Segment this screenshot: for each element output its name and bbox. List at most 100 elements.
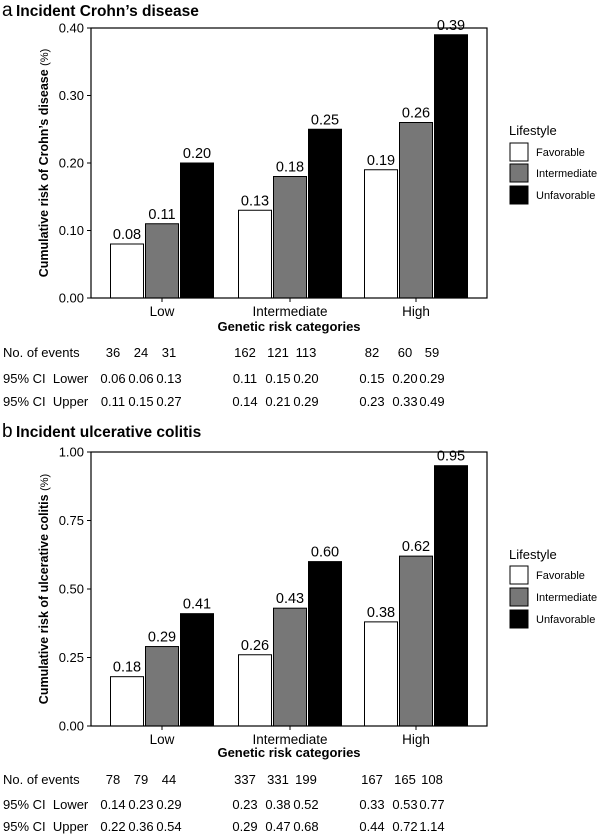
- panel-b-table-cell: 0.22: [100, 819, 125, 834]
- panel-b-bar: [364, 621, 398, 727]
- panel-b-table-cell: 79: [134, 772, 148, 787]
- panel-b-table-cell: 0.23: [128, 797, 153, 812]
- panel-a-data-label: 0.08: [113, 227, 141, 243]
- panel-b-table-cell: 0.44: [359, 819, 384, 834]
- panel-b-table-cell: 0.14: [100, 797, 125, 812]
- panel-a-x-tick-label: Low: [150, 304, 175, 319]
- panel-a-table-cell: 113: [296, 345, 317, 360]
- panel-a-table-cell: 0.20: [293, 371, 318, 386]
- panel-b-title: Incident ulcerative colitis: [16, 424, 201, 441]
- panel-a-x-tick-label: Intermediate: [252, 304, 327, 319]
- panel-a-table-cell: 0.33: [392, 394, 417, 409]
- panel-b-legend-swatch: [509, 609, 529, 629]
- panel-a-bar: [110, 243, 144, 299]
- panel-b-data-label: 0.41: [183, 597, 211, 613]
- panel-a-table-cell: 0.11: [233, 371, 257, 386]
- panel-a-table-cell: 0.23: [359, 394, 384, 409]
- panel-a-legend-swatch: [509, 142, 529, 162]
- panel-a-legend-label: Intermediate: [536, 168, 597, 180]
- panel-a-table-cell: 0.15: [265, 371, 290, 386]
- panel-a-y-tick-label: 0.00: [59, 291, 84, 306]
- panel-a-data-label: 0.20: [183, 146, 211, 162]
- panel-b-data-label: 0.18: [113, 660, 141, 676]
- panel-b-data-label: 0.38: [367, 605, 395, 621]
- panel-a-y-tick-label: 0.30: [59, 88, 84, 103]
- panel-b-data-label: 0.62: [402, 539, 430, 555]
- panel-b-bar: [399, 555, 433, 727]
- panel-a-bar: [434, 34, 468, 299]
- panel-a-y-tick-label: 0.10: [59, 223, 84, 238]
- panel-b-table-cell: 0.72: [392, 819, 417, 834]
- panel-b-bar: [434, 465, 468, 727]
- panel-b-bar: [238, 654, 272, 727]
- panel-a-table-cell: 162: [234, 345, 256, 360]
- panel-a-bar: [145, 223, 179, 299]
- panel-b-table-cell: 0.23: [232, 797, 257, 812]
- panel-b-table-cell: 331: [267, 772, 289, 787]
- panel-b-table-cell: 44: [162, 772, 176, 787]
- panel-b-table-cell: 0.33: [359, 797, 384, 812]
- panel-b-table-cell: 0.47: [265, 819, 290, 834]
- panel-b-legend-swatch: [509, 587, 529, 607]
- panel-a-table-cell: 0.29: [293, 394, 318, 409]
- panel-a-legend-label: Favorable: [536, 147, 585, 159]
- panel-a-table-cell: 0.14: [232, 394, 257, 409]
- panel-b-y-axis-label-text: Cumulative risk of ulcerative colitis: [37, 491, 51, 704]
- panel-b-table-cell: 167: [361, 772, 383, 787]
- panel-a-data-label: 0.25: [311, 112, 339, 128]
- panel-b-table-cell: 0.29: [156, 797, 181, 812]
- panel-b-data-label: 0.95: [437, 449, 465, 465]
- panel-b-x-tick-label: Low: [150, 732, 175, 747]
- panel-a-table-cell: 36: [106, 345, 120, 360]
- panel-b-data-label: 0.29: [148, 630, 176, 646]
- panel-a-table-cell: 60: [398, 345, 412, 360]
- panel-b-y-axis-label-unit: (%): [39, 474, 51, 491]
- panel-b-data-label: 0.43: [276, 591, 304, 607]
- panel-b-y-axis-label: Cumulative risk of ulcerative colitis (%…: [37, 474, 51, 704]
- panel-a-y-axis-label: Cumulative risk of Crohn’s disease (%): [37, 49, 51, 278]
- panel-b-table-cell: 0.29: [232, 819, 257, 834]
- panel-a-x-axis-label: Genetic risk categories: [217, 319, 360, 334]
- panel-a-data-label: 0.13: [241, 193, 269, 209]
- panel-b-table-cell: 0.77: [419, 797, 444, 812]
- panel-a-table-cell: 0.21: [265, 394, 290, 409]
- panel-b-table-cell: 78: [106, 772, 120, 787]
- panel-b-bar: [180, 613, 214, 727]
- panel-b-table-cell: 199: [295, 772, 317, 787]
- panel-a-plot-frame: [90, 27, 488, 299]
- panel-b-table-row-label: No. of events: [3, 772, 80, 787]
- panel-b-letter: b: [2, 421, 13, 442]
- panel-a-table-cell: 59: [425, 345, 439, 360]
- panel-a-legend-title: Lifestyle: [509, 123, 557, 138]
- panel-a-table-cell: 24: [134, 345, 148, 360]
- panel-a-y-tick-label: 0.40: [59, 21, 84, 36]
- panel-a-y-axis-label-text: Cumulative risk of Crohn’s disease: [37, 66, 51, 277]
- panel-a-table-cell: 0.06: [128, 371, 153, 386]
- panel-a-bar: [399, 122, 433, 299]
- panel-a-letter: a: [2, 0, 13, 21]
- panel-a-legend-swatch: [509, 163, 529, 183]
- panel-b-table-cell: 0.52: [293, 797, 318, 812]
- panel-a-table-cell: 0.06: [100, 371, 125, 386]
- panel-b-plot-frame: [90, 451, 488, 727]
- panel-b-bar: [308, 561, 342, 727]
- panel-b-y-tick-label: 0.00: [59, 719, 84, 734]
- panel-a-table-row-label: 95% CI Lower: [3, 371, 89, 386]
- panel-b-legend-label: Unfavorable: [536, 614, 595, 626]
- panel-a-data-label: 0.11: [148, 207, 175, 223]
- panel-b-table-cell: 0.54: [156, 819, 181, 834]
- panel-a-table-cell: 0.49: [419, 394, 444, 409]
- panel-a-table-cell: 0.11: [101, 394, 125, 409]
- panel-b-y-tick-label: 0.50: [59, 582, 84, 597]
- panel-a-table-cell: 0.15: [359, 371, 384, 386]
- panel-b-data-label: 0.60: [311, 545, 339, 561]
- panel-a-table-cell: 0.13: [156, 371, 181, 386]
- panel-a-table-cell: 0.20: [392, 371, 417, 386]
- panel-a-table-cell: 82: [365, 345, 379, 360]
- panel-a-table-cell: 0.27: [156, 394, 181, 409]
- panel-b-bar: [273, 607, 307, 727]
- panel-a-table-cell: 31: [162, 345, 176, 360]
- panel-b-x-axis-label: Genetic risk categories: [217, 745, 360, 760]
- panel-a-bar: [364, 169, 398, 299]
